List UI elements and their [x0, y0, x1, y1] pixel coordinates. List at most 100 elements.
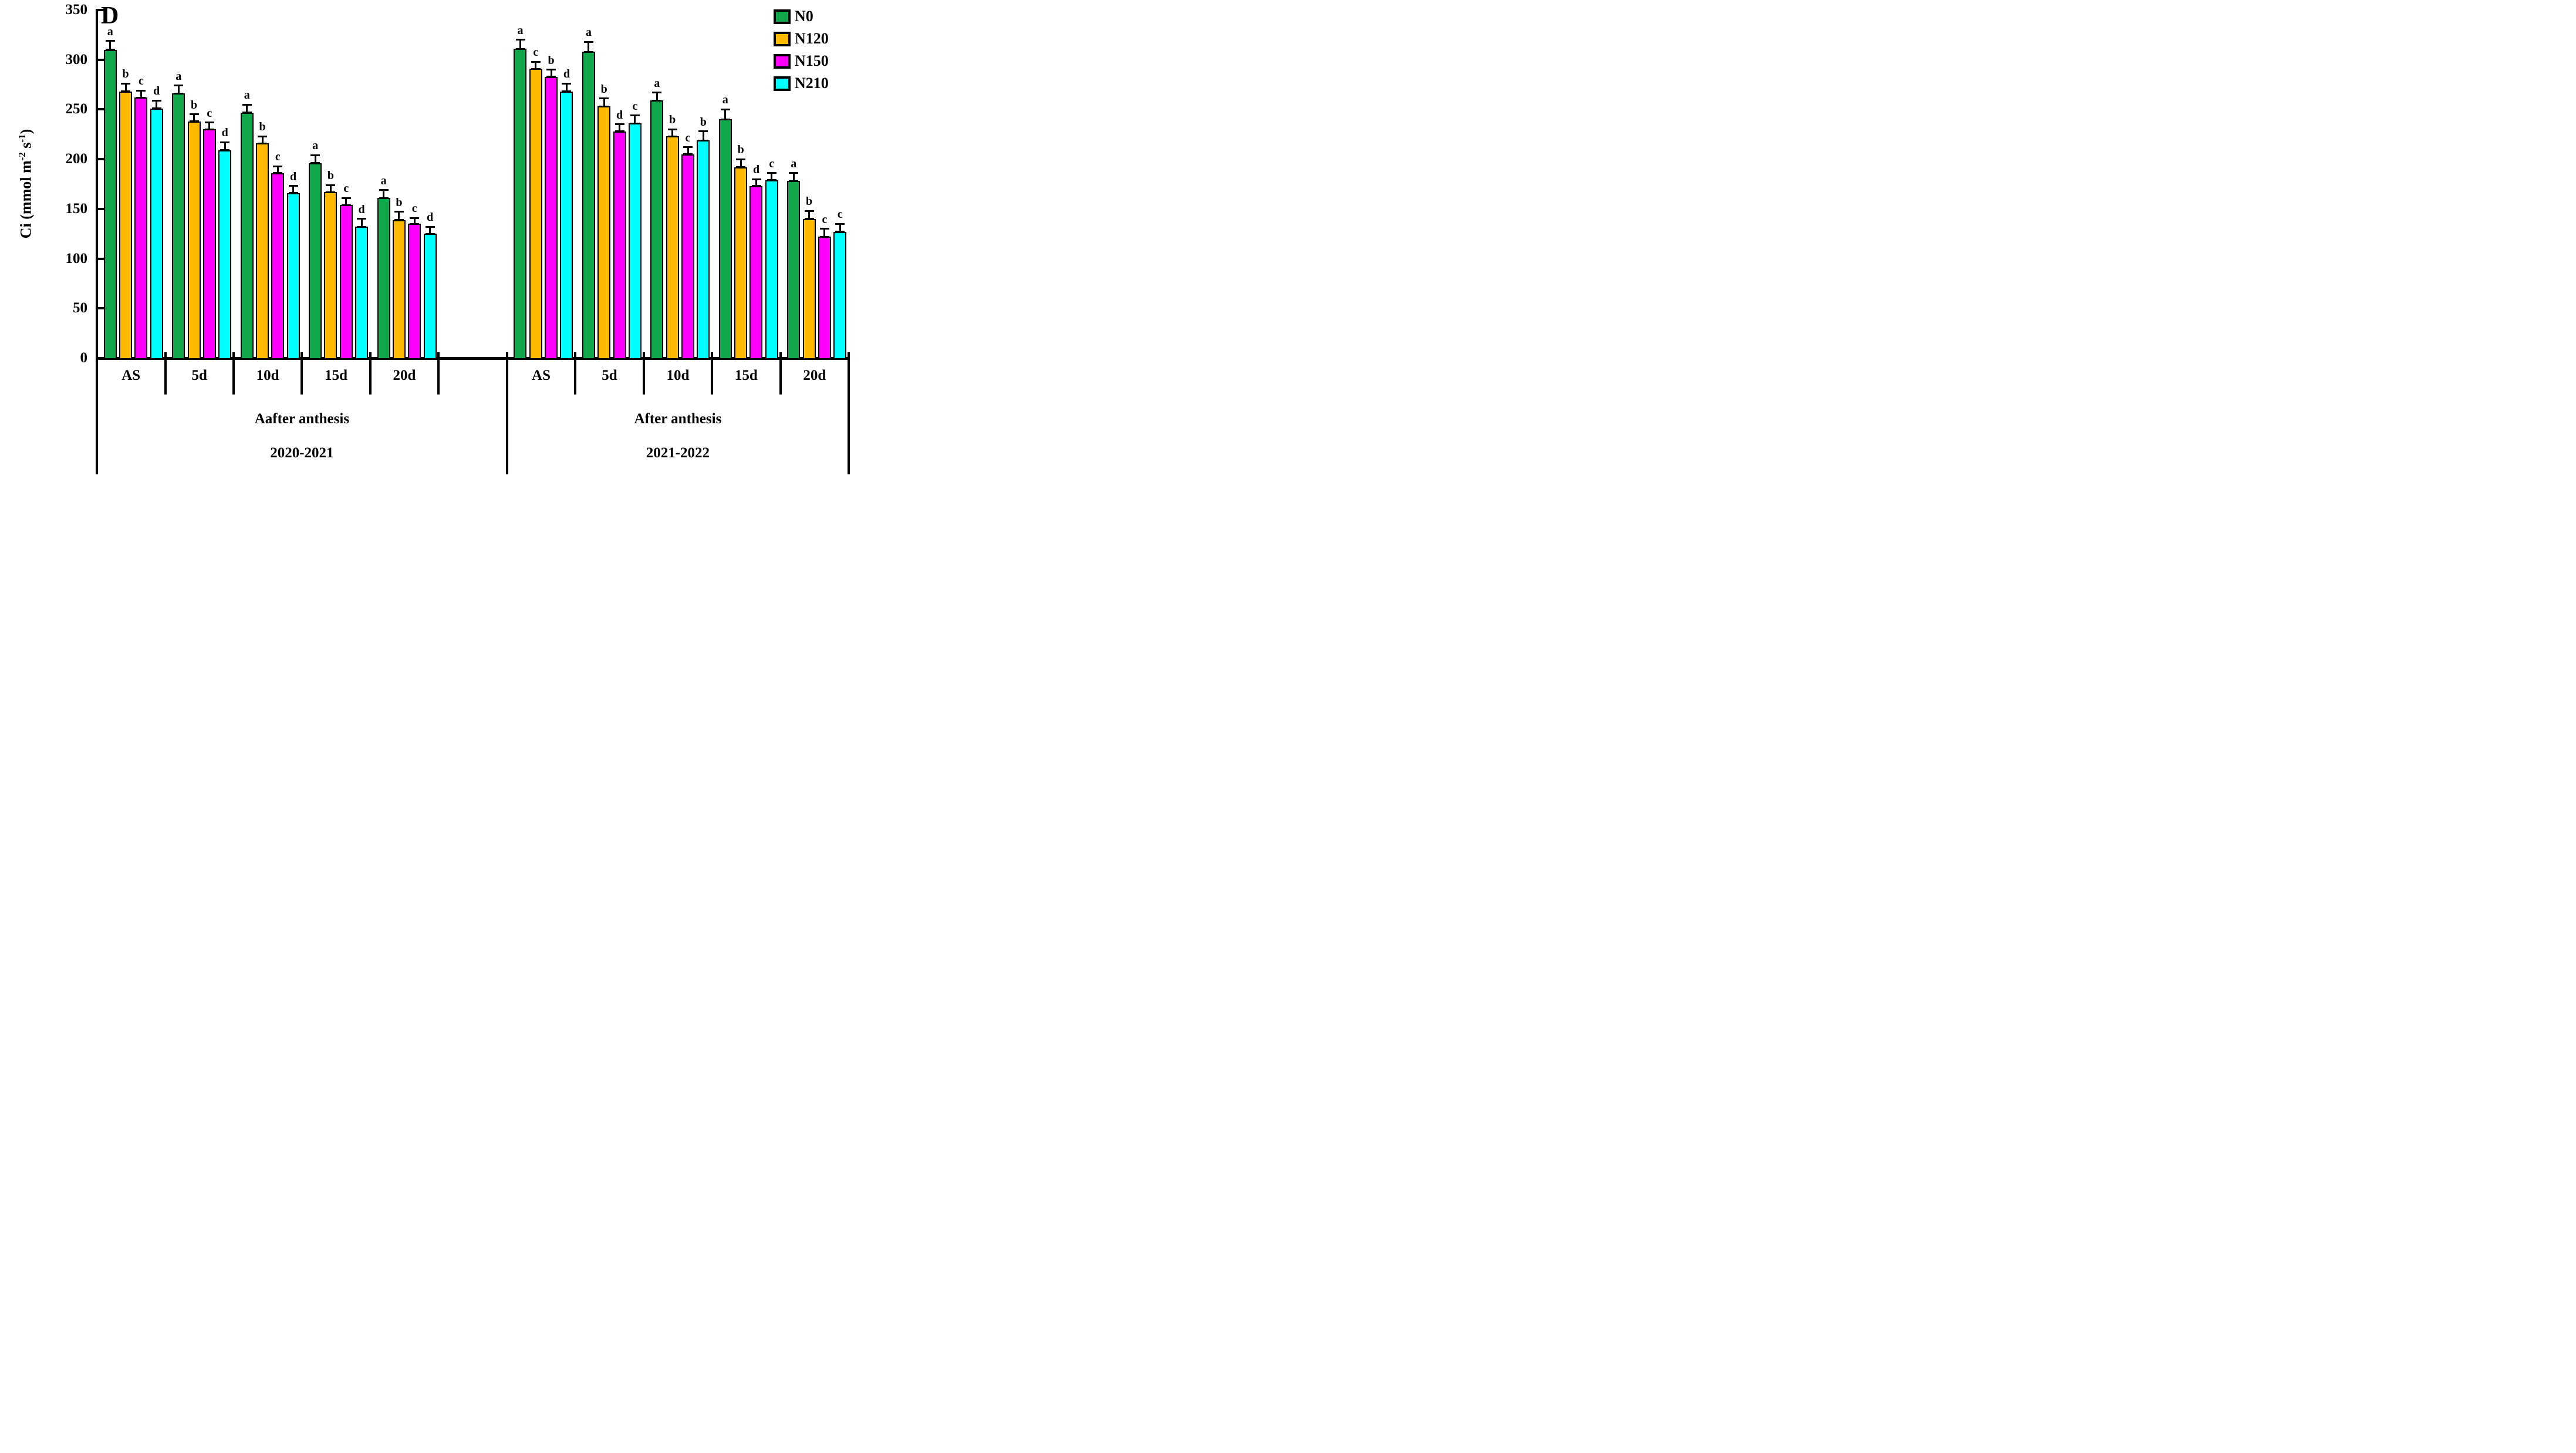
category-label: 10d: [666, 368, 690, 383]
error-bar-line: [792, 173, 795, 181]
legend-label: N150: [795, 52, 829, 69]
error-bar-cap-bottom: [736, 166, 746, 168]
category-label: 15d: [325, 368, 348, 383]
error-bar-line: [329, 185, 332, 193]
y-tick-label: 250: [65, 101, 88, 117]
category-separator-line: [437, 358, 440, 395]
sig-letter: c: [411, 202, 417, 215]
error-bar-line: [671, 129, 674, 137]
bar: [681, 154, 695, 359]
error-bar-cap-bottom: [531, 68, 541, 70]
error-bar-line: [261, 136, 264, 144]
sig-letter: a: [791, 157, 797, 170]
bar: [582, 52, 595, 359]
error-bar-cap-top: [804, 210, 814, 212]
error-bar-cap-bottom: [105, 49, 115, 51]
error-bar-cap-top: [751, 178, 761, 180]
error-bar-line: [140, 90, 142, 98]
error-bar-cap-top: [357, 218, 367, 220]
category-label: 10d: [256, 368, 279, 383]
error-bar-line: [276, 166, 279, 173]
category-label: 20d: [393, 368, 416, 383]
category-separator-line: [301, 358, 303, 395]
y-axis-line: [96, 9, 98, 474]
error-bar-cap-bottom: [767, 179, 776, 181]
error-bar-cap-top: [767, 172, 776, 174]
error-bar-cap-top: [736, 158, 746, 160]
category-separator-line: [574, 358, 577, 395]
bar: [187, 121, 201, 359]
bar: [749, 186, 763, 359]
error-bar-cap-bottom: [136, 96, 146, 99]
sig-letter: a: [107, 25, 113, 38]
error-bar-cap-top: [189, 113, 199, 116]
bar: [240, 112, 254, 359]
error-bar-cap-top: [204, 122, 214, 123]
bar: [650, 100, 664, 359]
error-bar-line: [535, 62, 537, 69]
sig-letter: c: [343, 182, 349, 195]
sig-letter: a: [244, 89, 250, 102]
sig-letter: b: [190, 98, 198, 112]
bar: [666, 136, 679, 359]
sig-letter: b: [122, 68, 129, 81]
legend-label: N0: [795, 8, 813, 25]
sig-letter: b: [669, 113, 676, 127]
error-bar-cap-bottom: [273, 172, 283, 174]
error-bar-line: [193, 114, 195, 122]
error-bar-cap-bottom: [357, 225, 367, 228]
y-tick-label: 350: [65, 2, 88, 18]
error-bar-cap-bottom: [151, 107, 161, 110]
sig-letter: d: [153, 85, 160, 98]
error-bar-line: [398, 211, 400, 220]
error-bar-cap-bottom: [204, 128, 214, 130]
error-bar-line: [565, 83, 568, 92]
category-separator-line: [779, 358, 782, 395]
error-bar-cap-top: [698, 130, 708, 133]
error-bar-line: [124, 83, 127, 92]
bar: [324, 192, 337, 359]
error-bar-cap-bottom: [630, 122, 640, 124]
error-bar-line: [345, 198, 347, 205]
error-bar-cap-top: [121, 82, 131, 85]
bar: [423, 234, 437, 359]
error-bar-cap-top: [220, 141, 230, 143]
bar: [529, 69, 542, 359]
y-tick: [98, 58, 106, 61]
sig-letter: c: [769, 157, 775, 170]
legend-swatch: [774, 76, 791, 91]
error-bar-cap-top: [341, 197, 351, 199]
anthesis-label: After anthesis: [634, 411, 722, 427]
sig-letter: c: [837, 208, 843, 221]
y-axis-title: Ci (mmol m-2 s-1): [12, 8, 35, 360]
error-bar-cap-top: [174, 85, 184, 87]
error-bar-cap-bottom: [652, 99, 662, 102]
category-label: AS: [121, 368, 141, 383]
error-bar-cap-top: [425, 225, 435, 228]
bar: [514, 49, 527, 359]
sig-letter: d: [290, 170, 297, 183]
error-bar-cap-bottom: [341, 204, 351, 206]
y-axis-title-sup-m: -2: [16, 152, 28, 161]
sig-letter: c: [632, 99, 638, 113]
sig-letter: d: [563, 68, 570, 81]
error-bar-cap-bottom: [546, 76, 556, 77]
error-bar-cap-top: [394, 211, 404, 213]
y-tick-label: 200: [65, 151, 88, 167]
error-bar-cap-top: [583, 41, 593, 43]
error-bar-cap-bottom: [220, 149, 230, 151]
error-bar-line: [429, 227, 431, 234]
sig-letter: b: [548, 53, 555, 67]
sig-letter: b: [327, 169, 334, 183]
sig-letter: c: [822, 213, 828, 226]
sig-letter: b: [806, 195, 813, 208]
error-bar-line: [109, 41, 112, 50]
category-separator-line: [164, 358, 167, 395]
bar: [545, 76, 558, 359]
sig-letter: d: [752, 163, 760, 176]
bar: [339, 205, 353, 359]
error-bar-line: [603, 98, 605, 107]
error-bar-cap-bottom: [835, 231, 845, 233]
category-label: 5d: [191, 368, 207, 383]
legend-label: N120: [795, 30, 829, 47]
